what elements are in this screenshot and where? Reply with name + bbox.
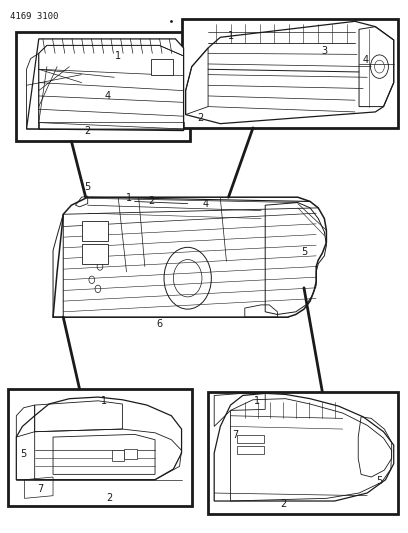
Text: 4: 4 (105, 91, 111, 101)
Text: 2: 2 (148, 197, 154, 206)
Bar (151, 59, 173, 75)
Text: 2: 2 (197, 114, 203, 123)
FancyBboxPatch shape (208, 392, 398, 514)
Bar (124, 449, 137, 459)
Polygon shape (16, 397, 182, 480)
FancyBboxPatch shape (8, 389, 192, 506)
Text: 1: 1 (227, 31, 234, 41)
Text: 4: 4 (362, 55, 368, 64)
Text: 7: 7 (232, 431, 238, 440)
Bar (82, 221, 108, 241)
Bar (237, 435, 264, 443)
Text: 2: 2 (84, 126, 91, 135)
Text: 2: 2 (106, 493, 113, 503)
Bar (237, 446, 264, 454)
Text: 5: 5 (84, 182, 91, 191)
Text: 4169 3100: 4169 3100 (10, 12, 59, 21)
Text: 4: 4 (203, 199, 209, 209)
Bar (82, 244, 108, 264)
Polygon shape (27, 39, 184, 131)
FancyBboxPatch shape (182, 19, 398, 128)
Text: 3: 3 (321, 46, 328, 55)
Text: 1: 1 (115, 51, 122, 61)
Polygon shape (53, 197, 326, 317)
Polygon shape (186, 21, 394, 124)
FancyBboxPatch shape (16, 32, 190, 141)
Polygon shape (214, 393, 394, 501)
Text: 6: 6 (156, 319, 162, 328)
Text: 5: 5 (376, 476, 383, 486)
Bar (112, 450, 124, 461)
Text: 7: 7 (37, 484, 43, 494)
Text: 1: 1 (125, 193, 132, 203)
Text: 1: 1 (101, 396, 107, 406)
Text: 5: 5 (301, 247, 307, 257)
Text: 5: 5 (20, 449, 27, 459)
Text: 2: 2 (280, 499, 287, 508)
Text: 1: 1 (254, 396, 260, 406)
